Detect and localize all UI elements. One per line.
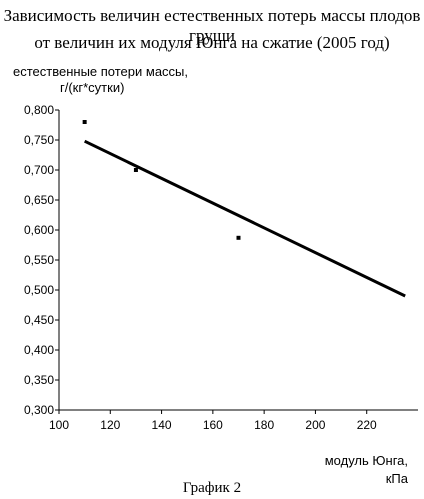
- y-tick-label: 0,750: [24, 133, 54, 147]
- y-tick-label: 0,800: [24, 103, 54, 117]
- y-tick-label: 0,700: [24, 163, 54, 177]
- x-tick-label: 120: [100, 418, 120, 432]
- x-tick-label: 200: [305, 418, 325, 432]
- x-tick-label: 180: [254, 418, 274, 432]
- x-tick-label: 100: [49, 418, 69, 432]
- y-tick-labels: 0,300 0,350 0,400 0,450 0,500 0,550 0,600 0,650…: [24, 103, 54, 417]
- y-tick-label: 0,600: [24, 223, 54, 237]
- y-tick-label: 0,300: [24, 403, 54, 417]
- y-tick-label: 0,650: [24, 193, 54, 207]
- x-tick-label: 220: [357, 418, 377, 432]
- y-tick-label: 0,400: [24, 343, 54, 357]
- chart-axes: [55, 110, 418, 414]
- data-point: [83, 120, 87, 124]
- chart-marks: [83, 120, 406, 296]
- y-tick-label: 0,450: [24, 313, 54, 327]
- y-tick-label: 0,550: [24, 253, 54, 267]
- y-tick-label: 0,500: [24, 283, 54, 297]
- figure-caption: График 2: [0, 479, 424, 497]
- data-point: [134, 168, 138, 172]
- data-point: [237, 236, 241, 240]
- y-tick-label: 0,350: [24, 373, 54, 387]
- x-tick-labels: 100 120 140 160 180 200 220: [49, 418, 377, 432]
- x-tick-label: 140: [152, 418, 172, 432]
- trend-line: [85, 141, 406, 296]
- x-axis-label: модуль Юнга,: [310, 453, 408, 468]
- x-tick-label: 160: [203, 418, 223, 432]
